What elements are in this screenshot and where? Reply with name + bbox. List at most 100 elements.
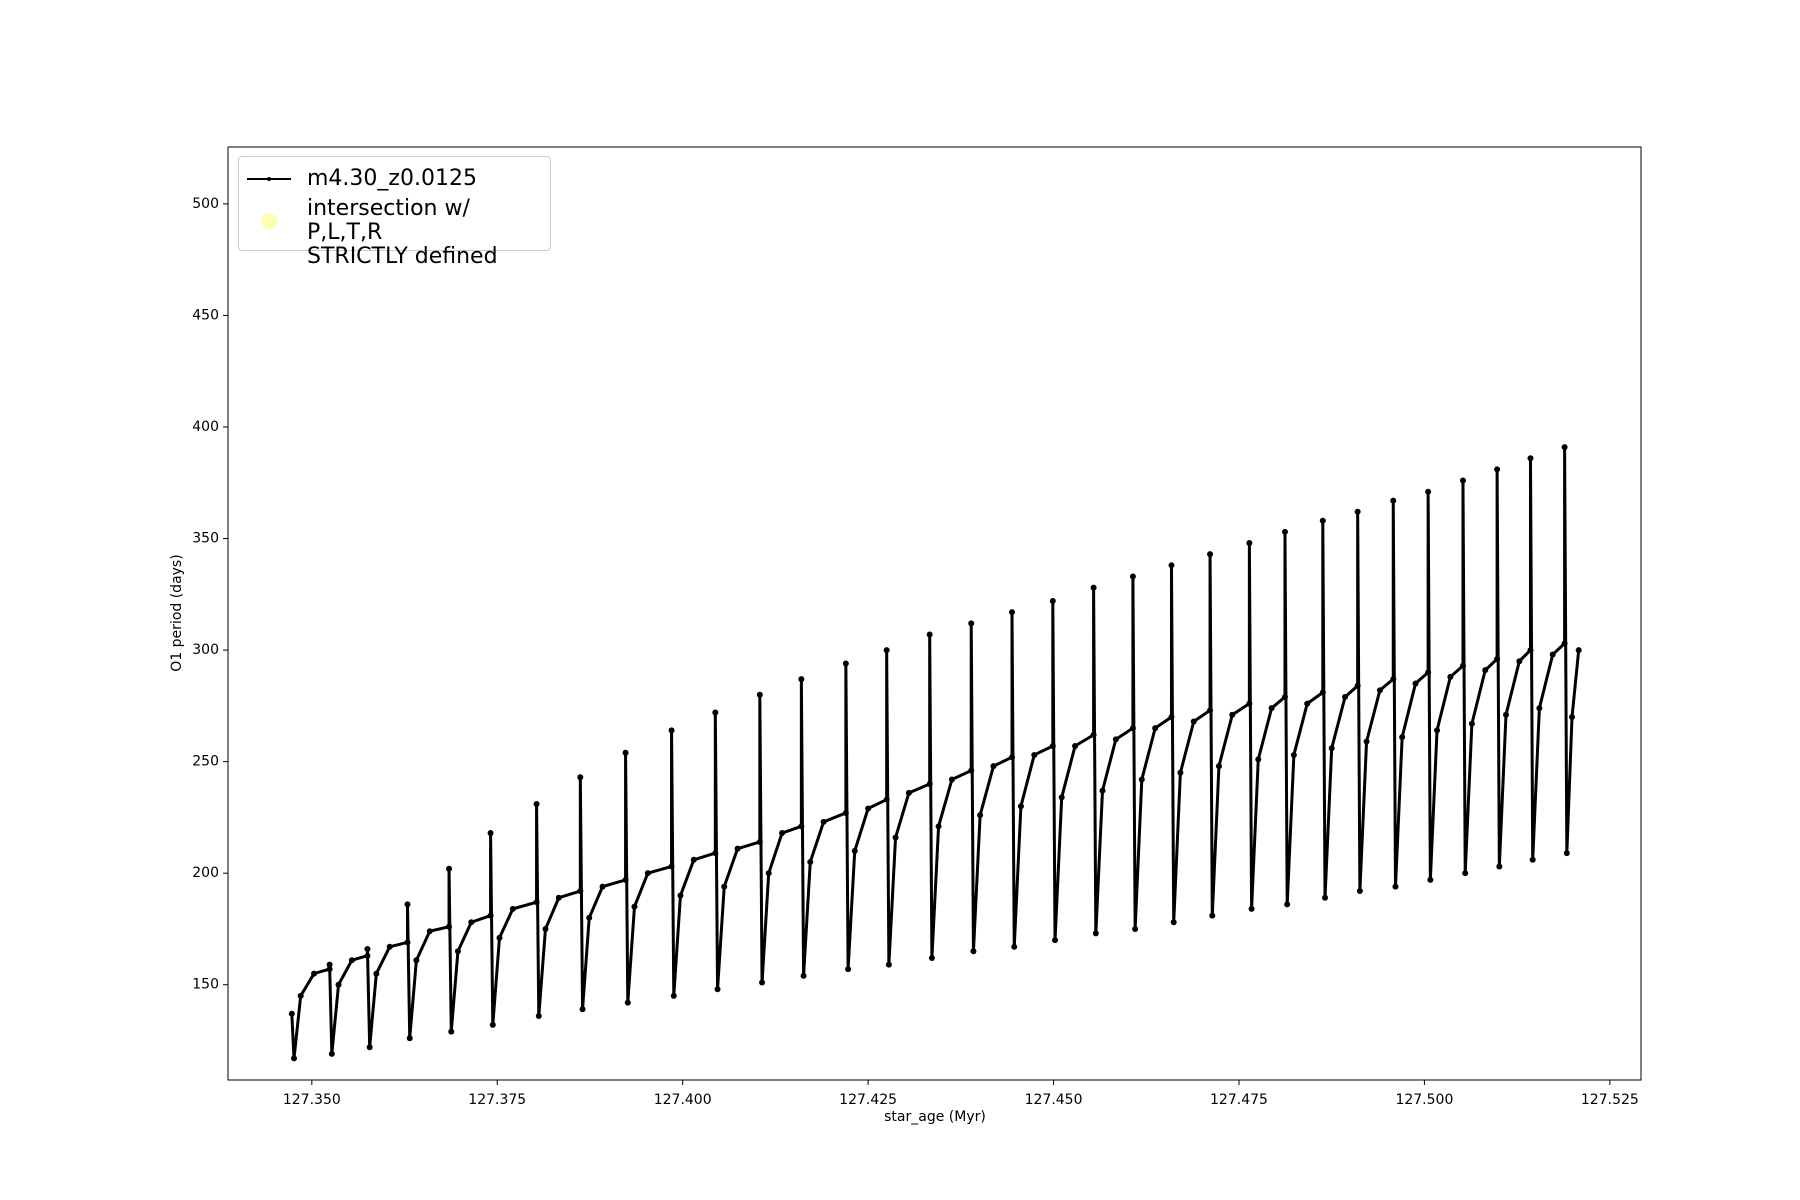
data-point (1434, 727, 1441, 734)
data-point (668, 863, 675, 870)
data-point (426, 928, 433, 935)
data-point (1342, 693, 1349, 700)
data-point (1529, 856, 1536, 863)
data-point (364, 946, 371, 953)
data-point (1527, 647, 1534, 654)
data-point (577, 774, 584, 781)
data-point (335, 981, 342, 988)
data-point (1290, 751, 1297, 758)
data-point (487, 912, 494, 919)
data-point (1168, 714, 1175, 721)
data-point (624, 999, 631, 1006)
x-tick-label: 127.450 (1025, 1092, 1083, 1108)
data-point (1246, 700, 1253, 707)
data-point (1177, 769, 1184, 776)
data-point (1112, 736, 1119, 743)
x-tick-label: 127.475 (1210, 1092, 1268, 1108)
data-point (1304, 700, 1311, 707)
data-point (1092, 930, 1099, 937)
data-point (326, 961, 333, 968)
data-point (926, 780, 933, 787)
legend-marker (261, 213, 277, 229)
data-point (1129, 573, 1136, 580)
data-point (1207, 551, 1214, 558)
data-point (1354, 682, 1361, 689)
data-point (291, 1055, 298, 1062)
x-tick-label: 127.400 (654, 1092, 712, 1108)
data-point (800, 972, 807, 979)
data-point (1575, 647, 1582, 654)
data-point (1099, 787, 1106, 794)
x-tick-label: 127.525 (1581, 1092, 1639, 1108)
x-tick-label: 127.500 (1395, 1092, 1453, 1108)
y-tick-label: 350 (192, 531, 219, 547)
data-point (1459, 662, 1466, 669)
data-point (297, 992, 304, 999)
data-point (759, 979, 766, 986)
data-point (509, 905, 516, 912)
data-point (990, 763, 997, 770)
data-point (1011, 943, 1018, 950)
data-point (1496, 863, 1503, 870)
data-point (622, 749, 629, 756)
data-point (404, 939, 411, 946)
data-point (328, 1050, 335, 1057)
data-point (542, 925, 549, 932)
data-point (1190, 718, 1197, 725)
data-point (798, 676, 805, 683)
data-point (1561, 640, 1568, 647)
y-tick-label: 450 (192, 307, 219, 323)
data-point (1168, 562, 1175, 569)
data-point (1482, 667, 1489, 674)
data-point (1494, 466, 1501, 473)
legend-swatch (261, 213, 277, 229)
data-point (1447, 673, 1454, 680)
data-line (290, 445, 1581, 1060)
data-point (1009, 754, 1016, 761)
data-point (968, 620, 975, 627)
data-point (1207, 707, 1214, 714)
data-point (404, 901, 411, 908)
legend-marker (267, 177, 271, 181)
data-point (798, 823, 805, 830)
data-point (677, 892, 684, 899)
data-point (1425, 669, 1432, 676)
data-point (1319, 517, 1326, 524)
data-point (721, 883, 728, 890)
data-point (1516, 658, 1523, 665)
y-tick-label: 500 (192, 196, 219, 212)
data-point (1090, 584, 1097, 591)
data-point (1462, 870, 1469, 877)
data-point (1328, 745, 1335, 752)
data-point (1058, 794, 1065, 801)
data-point (1376, 687, 1383, 694)
data-point (577, 888, 584, 895)
data-point (1399, 734, 1406, 741)
x-tick-label: 127.425 (839, 1092, 897, 1108)
data-point (1072, 743, 1079, 750)
data-point (1281, 528, 1288, 535)
data-point (644, 870, 651, 877)
data-point (366, 1044, 373, 1051)
data-point (712, 709, 719, 716)
data-point (1319, 689, 1326, 696)
data-point (1248, 905, 1255, 912)
legend-swatch (247, 177, 291, 181)
data-point (586, 914, 593, 921)
data-point (1284, 901, 1291, 908)
data-point (406, 1035, 413, 1042)
data-point (892, 834, 899, 841)
data-point (533, 801, 540, 808)
data-point (1229, 711, 1236, 718)
data-point (970, 948, 977, 955)
data-point (1049, 743, 1056, 750)
data-point (1356, 888, 1363, 895)
legend-label: intersection w/ P,L,T,R STRICTLY defined (307, 196, 498, 269)
data-point (622, 876, 629, 883)
data-point (842, 660, 849, 667)
data-point (1468, 720, 1475, 727)
data-point (1563, 850, 1570, 857)
x-tick-label: 127.375 (468, 1092, 526, 1108)
data-point (1281, 693, 1288, 700)
